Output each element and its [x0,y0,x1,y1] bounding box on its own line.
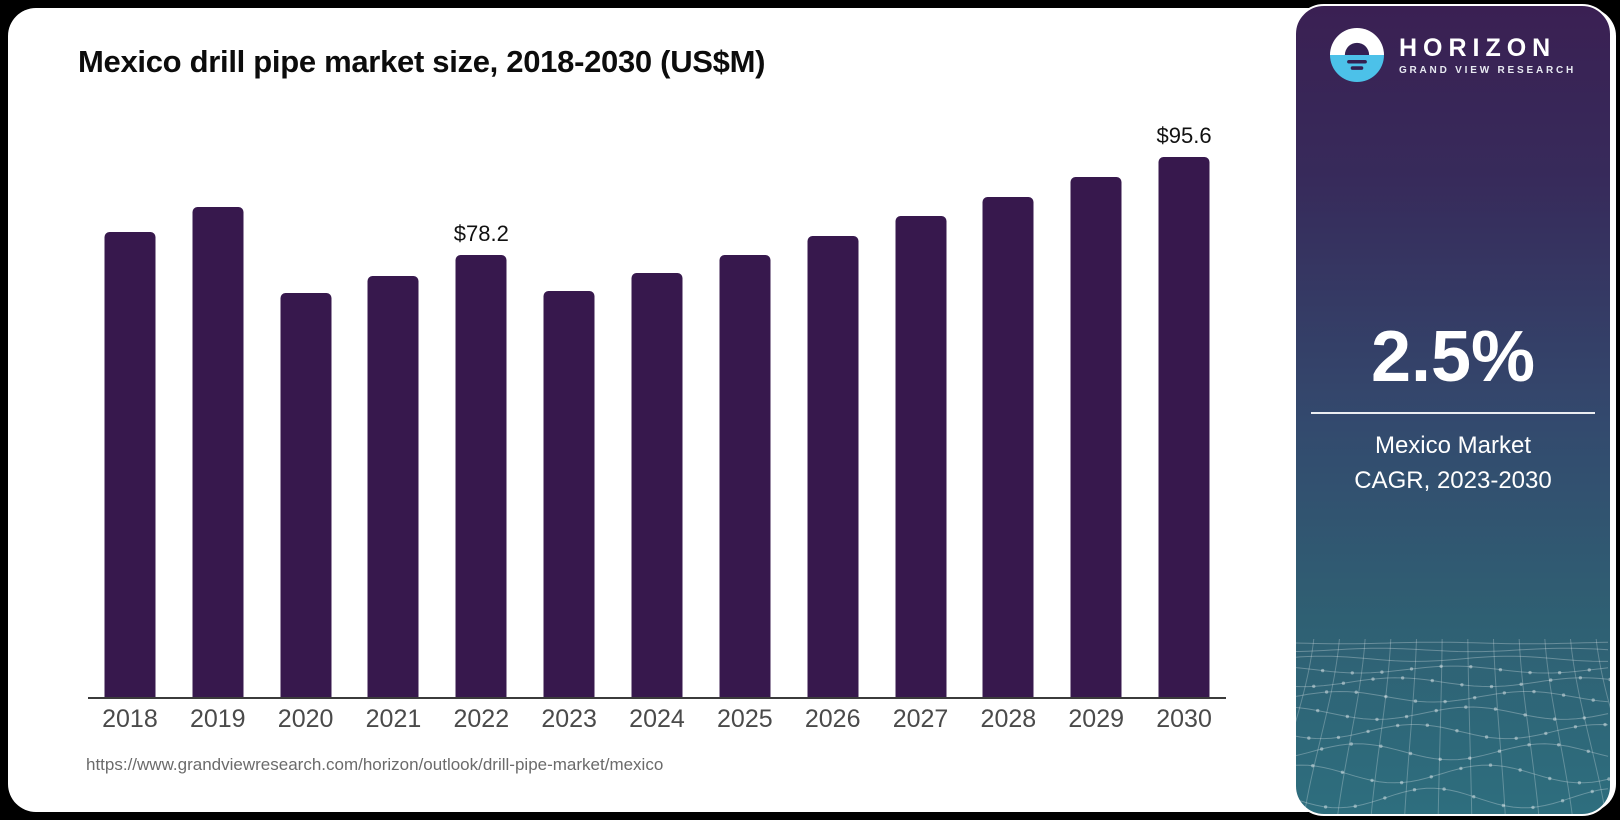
x-tick-label: 2021 [365,705,422,733]
x-tick-label: 2025 [717,705,773,733]
chart-title: Mexico drill pipe market size, 2018-2030… [78,44,766,79]
bar [982,197,1034,698]
bar-column-2020: 2020 [262,138,350,738]
brand-logo: HORIZON GRAND VIEW RESEARCH [1296,28,1610,82]
cagr-value: 2.5% [1370,317,1536,397]
brand-name: HORIZON [1398,33,1557,62]
x-tick-label: 2027 [892,705,949,733]
bar [104,232,156,698]
bar [455,255,507,698]
brand-subtitle: GRAND VIEW RESEARCH [1398,64,1577,76]
bar-column-2027: 2027 [877,138,965,738]
bar-column-2030: $95.6 2030 [1140,123,1228,738]
x-tick-label: 2018 [102,705,158,733]
bar [280,293,332,698]
divider [1311,412,1595,414]
source-url-text: https://www.grandviewresearch.com/horizo… [86,755,664,774]
bar [1070,177,1122,698]
bar-chart: 2018 2019 2020 2021 $78.2 2022 2023 2024 2025 202… [86,123,1228,738]
bar-column-2028: 2028 [964,138,1052,738]
bar-column-2018: 2018 [86,138,174,738]
bar [192,207,244,698]
horizon-sunrise-icon [1329,28,1384,82]
bar [1158,157,1210,698]
data-label: $78.2 [453,221,509,246]
bar-column-2021: 2021 [350,138,438,738]
wireframe-mesh-graphic [1296,639,1610,814]
bar [543,291,595,698]
bar-column-2019: 2019 [174,138,262,738]
sidebar: HORIZON GRAND VIEW RESEARCH 2.5% Mexico … [1294,4,1612,816]
x-tick-label: 2022 [453,705,510,733]
brand-text: HORIZON GRAND VIEW RESEARCH [1399,35,1576,76]
cagr-stat-block: 2.5% Mexico Market CAGR, 2023-2030 [1296,318,1610,498]
x-tick-label: 2026 [804,705,861,733]
bar [719,255,771,698]
x-axis-line [88,697,1226,699]
x-tick-label: 2019 [189,705,246,733]
x-tick-label: 2030 [1156,705,1212,733]
x-tick-label: 2029 [1068,705,1125,733]
bar-column-2026: 2026 [789,138,877,738]
bar-column-2022: $78.2 2022 [437,138,525,738]
bar [631,273,683,698]
data-label: $95.6 [1156,123,1212,148]
x-tick-label: 2024 [629,705,685,733]
bar [367,276,419,698]
cagr-label-market: Mexico Market [1374,432,1532,459]
bar-column-2025: 2025 [701,138,789,738]
bar [895,216,947,698]
bar-column-2029: 2029 [1052,138,1140,738]
bar [807,236,859,698]
bar-column-2024: 2024 [613,138,701,738]
cagr-label-period: CAGR, 2023-2030 [1354,467,1552,494]
x-tick-label: 2020 [277,705,334,733]
x-tick-label: 2028 [980,705,1037,733]
bar-column-2023: 2023 [525,138,613,738]
x-tick-label: 2023 [541,705,597,733]
